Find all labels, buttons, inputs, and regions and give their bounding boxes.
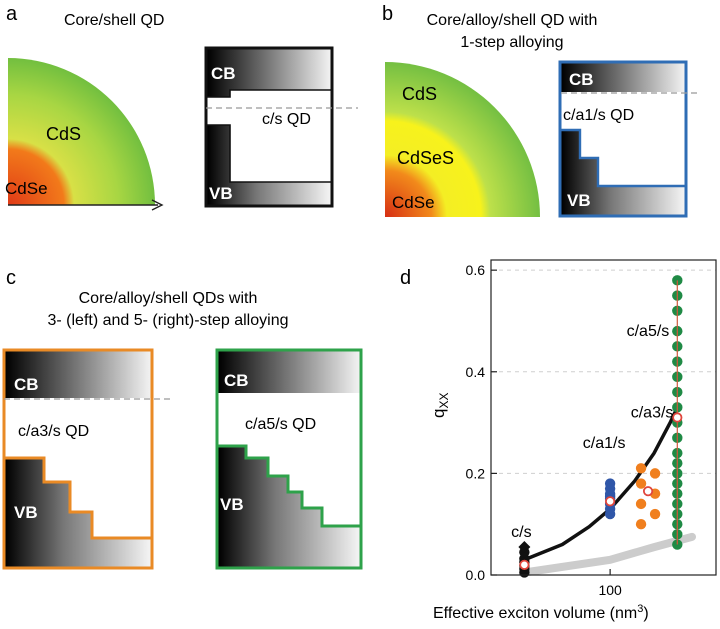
- cdses-label: CdSeS: [397, 148, 454, 168]
- conduction-band-c-right: [218, 351, 360, 393]
- cb-label-a: CB: [211, 64, 236, 83]
- panel-d-letter: d: [400, 267, 411, 289]
- x-axis-label: Effective exciton volume (nm3): [433, 603, 649, 622]
- mean-markers: [519, 412, 683, 570]
- band-diagram-c-left: CB c/a3/s QD VB: [2, 348, 170, 570]
- series-c-s: [518, 541, 531, 578]
- panel-a-letter: a: [6, 3, 18, 25]
- data-point: [635, 498, 647, 510]
- cds-shell-quadrant-b: [385, 62, 540, 217]
- series-label-c-s: c/s: [511, 524, 531, 541]
- band-label-c-left: c/a3/s QD: [18, 423, 89, 440]
- panel-a: a Core/shell QD CdS CdSe CB c/s QD VB: [5, 3, 358, 211]
- mean-marker: [642, 486, 654, 497]
- panel-b: b Core/alloy/shell QD with 1-step alloyi…: [382, 3, 700, 218]
- cds-label-b: CdS: [402, 84, 437, 104]
- y-axis-ticks: 0.0 0.2 0.4 0.6: [466, 262, 497, 583]
- band-label-a: c/s QD: [262, 111, 311, 128]
- series-c-a3-s: [635, 463, 661, 530]
- vb-label-c-right: VB: [220, 495, 244, 514]
- cds-shell-quadrant: [8, 58, 155, 205]
- y-tick-label: 0.4: [466, 364, 486, 380]
- x-tick-label: 100: [598, 582, 622, 598]
- x-axis-ticks: 100: [598, 569, 622, 598]
- data-point: [518, 541, 531, 554]
- y-tick-label: 0.2: [466, 465, 486, 481]
- band-diagram-b: CB c/a1/s QD VB: [558, 60, 700, 218]
- data-point: [635, 478, 647, 489]
- series-labels: c/s c/a1/s c/a3/s c/a5/s: [511, 323, 673, 541]
- panel-c-title-2: 3- (left) and 5- (right)-step alloying: [48, 312, 289, 329]
- panel-a-title: Core/shell QD: [64, 12, 164, 29]
- lower-band-line: [520, 532, 696, 577]
- band-diagram-a: CB c/s QD VB: [204, 46, 358, 208]
- y-tick-label: 0.0: [466, 567, 486, 583]
- plot-frame: [490, 259, 717, 576]
- valence-band-a: [207, 125, 331, 205]
- panel-c: c Core/alloy/shell QDs with 3- (left) an…: [2, 267, 363, 570]
- vb-label-a: VB: [209, 184, 233, 203]
- mean-marker: [605, 496, 616, 507]
- cds-label: CdS: [46, 124, 81, 144]
- cdse-label: CdSe: [5, 179, 48, 198]
- fit-curve-line: [523, 406, 679, 562]
- fit-curve: [523, 406, 679, 562]
- panel-b-letter: b: [382, 3, 393, 25]
- conduction-band-c-left: [5, 351, 151, 398]
- data-point: [649, 508, 661, 520]
- radius-arrow-icon: [151, 199, 164, 211]
- series-label-c-a1-s: c/a1/s: [583, 435, 626, 452]
- mean-marker: [519, 559, 530, 570]
- data-points: [518, 275, 683, 578]
- conduction-band-b: [561, 63, 685, 92]
- lower-band: [520, 532, 696, 577]
- valence-band-c-right: [218, 446, 360, 567]
- panel-b-title-1: Core/alloy/shell QD with: [427, 12, 598, 29]
- data-point: [635, 463, 647, 474]
- panel-d-chart: d 0.0 0.2 0.4 0.6 100 c/s c/a1/s c/a3/s c/a5/s…: [400, 259, 717, 622]
- panel-c-title-1: Core/alloy/shell QDs with: [79, 290, 258, 307]
- mean-marker: [672, 412, 683, 423]
- cb-label-b: CB: [569, 70, 594, 89]
- band-label-c-right: c/a5/s QD: [245, 416, 316, 433]
- panel-c-letter: c: [6, 267, 16, 289]
- valence-band-b: [561, 130, 685, 215]
- series-label-c-a5-s: c/a5/s: [627, 323, 670, 340]
- panel-b-title-2: 1-step alloying: [460, 34, 563, 51]
- vb-label-b: VB: [567, 191, 591, 210]
- data-point: [604, 478, 616, 489]
- cb-label-c-left: CB: [14, 375, 39, 394]
- cdse-label-b: CdSe: [392, 193, 435, 212]
- band-label-b: c/a1/s QD: [563, 107, 634, 124]
- conduction-band-a: [207, 49, 331, 97]
- series-label-c-a3-s: c/a3/s: [631, 405, 674, 422]
- y-tick-label: 0.6: [466, 262, 486, 278]
- y-axis-label: qXX: [429, 393, 451, 418]
- cb-label-c-right: CB: [224, 371, 249, 390]
- data-point: [635, 518, 647, 530]
- vb-label-c-left: VB: [14, 503, 38, 522]
- band-diagram-c-right: CB c/a5/s QD VB: [215, 348, 363, 570]
- data-point: [649, 468, 661, 479]
